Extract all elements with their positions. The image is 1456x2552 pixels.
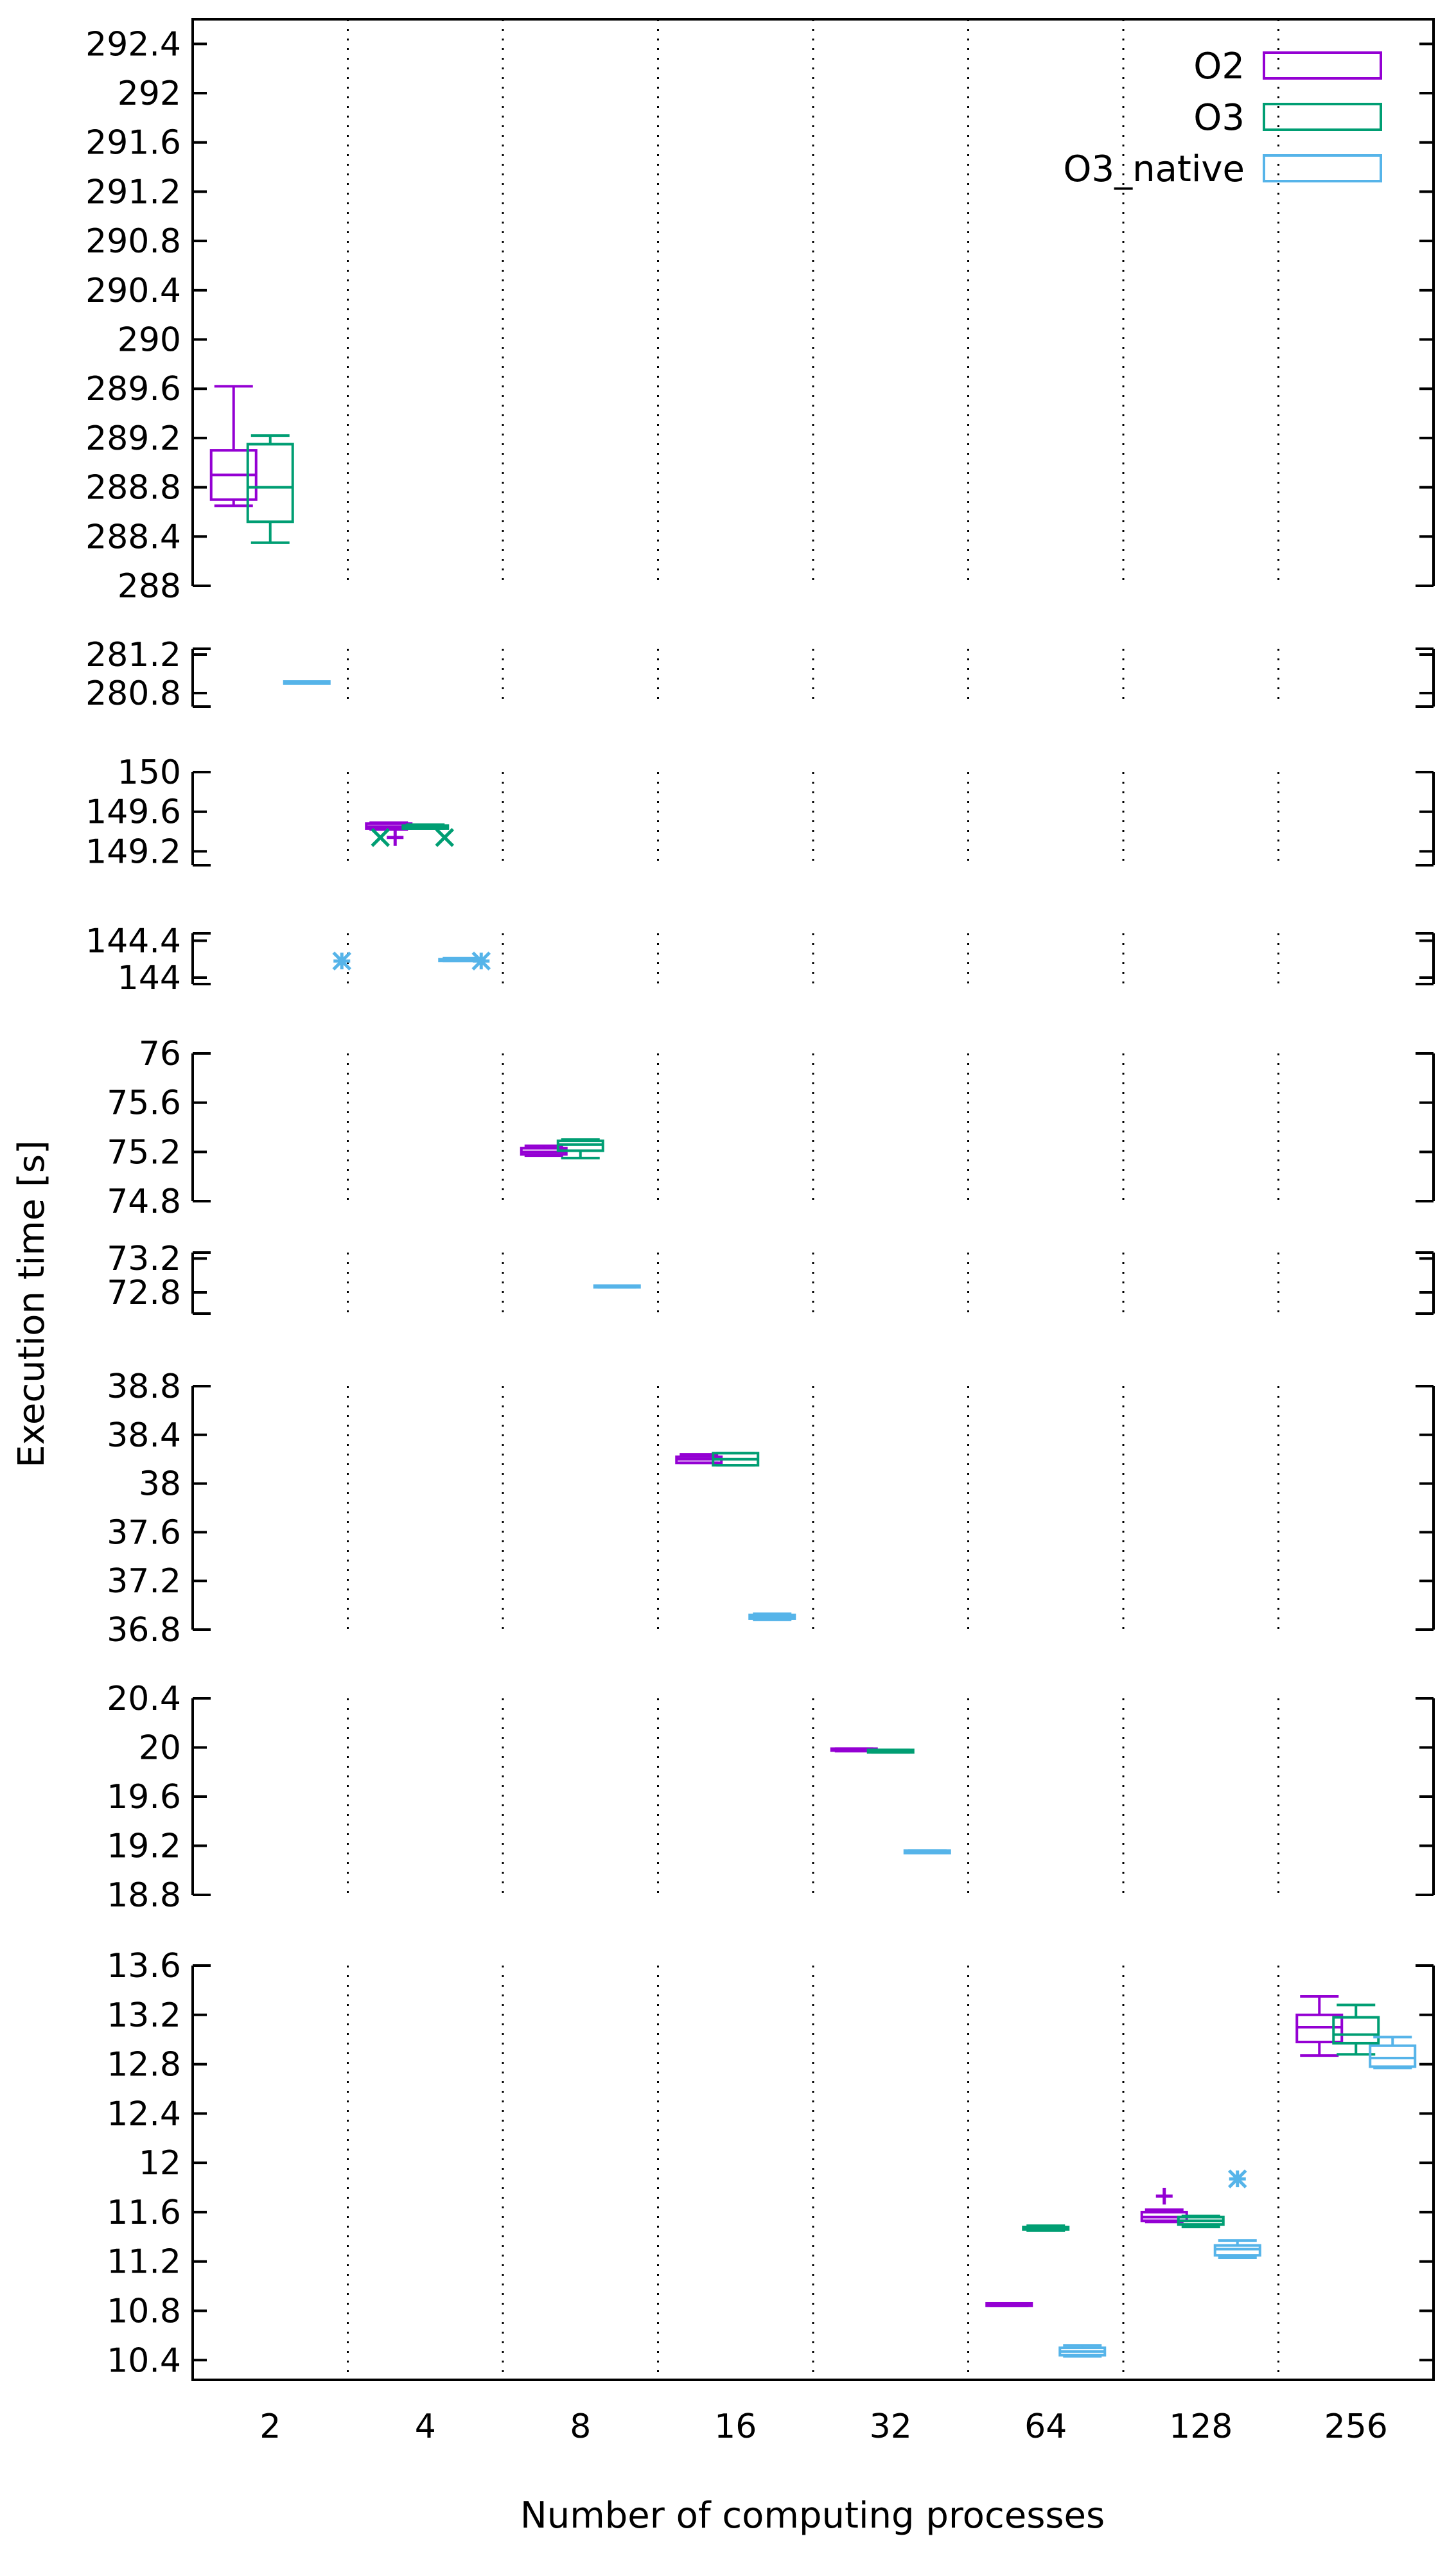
box-O3-2 <box>246 434 294 544</box>
y-tick-label: 290 <box>118 321 181 360</box>
y-tick-label: 75.2 <box>107 1133 181 1172</box>
y-tick-label: 37.2 <box>107 1562 181 1601</box>
box-O3_native-8 <box>593 1284 641 1289</box>
box-O2-64 <box>985 2301 1033 2307</box>
box-O3-64 <box>1022 2224 1070 2232</box>
y-tick-label: 280.8 <box>85 674 181 713</box>
y-tick-label: 20.4 <box>107 1680 181 1718</box>
y-tick-label: 289.2 <box>85 419 181 458</box>
y-tick-label: 288.4 <box>85 518 181 556</box>
box-marks <box>209 385 1417 2358</box>
y-tick-label: 19.6 <box>107 1778 181 1817</box>
box-O2-256 <box>1295 1994 1344 2057</box>
y-tick-label: 75.6 <box>107 1084 181 1123</box>
y-tick-label: 10.4 <box>107 2341 181 2380</box>
legend-swatch-O3 <box>1263 103 1382 131</box>
grid-lines <box>347 19 1279 2380</box>
outlier-point <box>387 829 404 846</box>
outlier-point <box>371 828 390 847</box>
legend-label-O3: O3 <box>1193 97 1245 139</box>
box-O3-8 <box>556 1138 604 1159</box>
x-tick-labels: 2 4 8 16 32 64 128 256 <box>259 2407 1388 2446</box>
x-tick-label: 16 <box>714 2407 757 2446</box>
y-tick-label: 72.8 <box>107 1274 181 1312</box>
y-tick-label: 76 <box>139 1035 181 1073</box>
y-tick-label: 20 <box>139 1729 181 1768</box>
y-tick-label: 12.8 <box>107 2046 181 2084</box>
y-tick-label: 74.8 <box>107 1183 181 1221</box>
y-tick-label: 291.2 <box>85 173 181 211</box>
panel-frame <box>191 18 1435 586</box>
y-tick-label: 13.6 <box>107 1947 181 1985</box>
y-tick-label: 37.6 <box>107 1513 181 1552</box>
panel-frame <box>191 1966 1435 2381</box>
y-tick-label: 292.4 <box>85 25 181 64</box>
y-tick-label: 38.4 <box>107 1416 181 1455</box>
y-tick-label: 13.2 <box>107 1996 181 2035</box>
y-tick-labels: 292.4 292 291.6 291.2 290.8 290.4 290 289.6 289.… <box>85 25 1434 2380</box>
y-tick-label: 18.8 <box>107 1876 181 1915</box>
y-tick-label: 291.6 <box>85 124 181 163</box>
legend: O2 O3 O3_native <box>1063 46 1382 190</box>
x-tick-label: 8 <box>570 2407 591 2446</box>
box-O3_native-16 <box>748 1612 796 1621</box>
y-tick-label: 289.6 <box>85 370 181 409</box>
y-tick-label: 144.4 <box>85 922 181 960</box>
y-tick-label: 150 <box>118 753 181 792</box>
y-tick-label: 38 <box>139 1465 181 1504</box>
x-tick-label: 64 <box>1024 2407 1067 2446</box>
y-tick-label: 73.2 <box>107 1240 181 1278</box>
y-tick-label: 12 <box>139 2144 181 2183</box>
y-tick-label: 19.2 <box>107 1827 181 1866</box>
y-tick-label: 288.8 <box>85 469 181 507</box>
y-tick-label: 12.4 <box>107 2095 181 2133</box>
y-tick-label: 11.6 <box>107 2194 181 2232</box>
legend-swatch-O3_native <box>1263 154 1382 182</box>
y-tick-label: 290.4 <box>85 272 181 310</box>
y-tick-label: 10.8 <box>107 2292 181 2331</box>
x-tick-label: 128 <box>1169 2407 1232 2446</box>
y-tick-label: 149.6 <box>85 793 181 832</box>
box-O3-16 <box>712 1452 760 1467</box>
outlier-point <box>435 828 455 847</box>
outlier-point <box>332 951 352 971</box>
x-tick-label: 4 <box>415 2407 436 2446</box>
y-tick-label: 290.8 <box>85 222 181 261</box>
box-O3-128 <box>1177 2214 1225 2228</box>
outlier-point <box>1227 2169 1247 2188</box>
axis-frame <box>191 18 1435 2381</box>
x-tick-label: 32 <box>870 2407 912 2446</box>
y-tick-label: 149.2 <box>85 832 181 871</box>
legend-label-O2: O2 <box>1193 46 1245 87</box>
y-tick-label: 11.2 <box>107 2243 181 2282</box>
y-tick-label: 292 <box>118 75 181 113</box>
y-tick-label: 281.2 <box>85 636 181 674</box>
y-tick-label: 38.8 <box>107 1368 181 1406</box>
box-O3-256 <box>1332 2003 1380 2056</box>
x-tick-label: 256 <box>1324 2407 1388 2446</box>
box-O3_native-128 <box>1213 2239 1261 2259</box>
legend-label-O3_native: O3_native <box>1063 148 1245 190</box>
box-O3_native-256 <box>1369 2036 1417 2070</box>
legend-swatch-O2 <box>1263 51 1382 80</box>
y-tick-label: 36.8 <box>107 1611 181 1650</box>
box-O3_native-2 <box>283 680 331 685</box>
y-tick-label: 288 <box>118 567 181 606</box>
x-axis-label: Number of computing processes <box>520 2495 1105 2537</box>
outlier-point <box>471 951 491 971</box>
y-tick-label: 144 <box>118 959 181 998</box>
box-O3-4 <box>401 823 450 830</box>
box-O3_native-32 <box>903 1849 951 1854</box>
outlier-point <box>1155 2187 1173 2204</box>
y-axis-label: Execution time [s] <box>11 1140 53 1468</box>
box-O3-32 <box>866 1748 915 1754</box>
box-O3_native-64 <box>1058 2344 1107 2358</box>
x-tick-label: 2 <box>259 2407 281 2446</box>
